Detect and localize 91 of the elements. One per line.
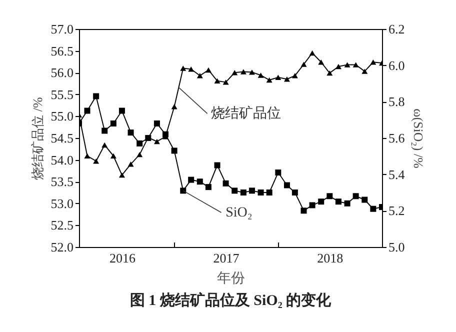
point bbox=[93, 158, 100, 164]
point bbox=[352, 62, 359, 68]
y-tick-label: 56.0 bbox=[50, 65, 74, 80]
point bbox=[84, 153, 90, 158]
y-tick-label: 52.5 bbox=[50, 218, 74, 233]
point bbox=[292, 73, 298, 78]
y-tick-label: 56.5 bbox=[50, 43, 74, 58]
point bbox=[84, 108, 90, 114]
point bbox=[258, 190, 264, 196]
y2-axis-title: ω(SiO₂) /% bbox=[410, 108, 426, 169]
point bbox=[258, 72, 264, 78]
y-tick-label: 53.5 bbox=[50, 174, 74, 190]
point bbox=[196, 178, 203, 185]
point bbox=[128, 130, 134, 136]
point bbox=[110, 153, 116, 158]
point bbox=[352, 193, 359, 200]
point bbox=[362, 68, 368, 74]
point bbox=[248, 188, 255, 194]
point bbox=[318, 60, 324, 65]
point bbox=[275, 74, 282, 80]
point bbox=[266, 190, 272, 196]
point bbox=[266, 77, 272, 83]
point bbox=[240, 190, 246, 196]
y-tick-label: 54.5 bbox=[50, 130, 74, 146]
point bbox=[102, 128, 108, 134]
y2-tick-label: 5.0 bbox=[388, 240, 405, 254]
y-tick-label: 54.0 bbox=[50, 152, 74, 168]
point bbox=[136, 152, 143, 158]
point bbox=[214, 78, 220, 84]
point bbox=[309, 50, 316, 56]
point bbox=[275, 170, 282, 176]
point bbox=[136, 140, 143, 146]
point bbox=[318, 198, 324, 205]
point bbox=[154, 138, 160, 144]
point bbox=[370, 60, 376, 65]
series-label: 烧结矿品位 bbox=[210, 106, 281, 122]
point bbox=[344, 200, 350, 206]
point bbox=[300, 62, 307, 67]
point bbox=[128, 162, 134, 167]
point bbox=[344, 62, 350, 68]
point bbox=[93, 93, 100, 100]
point bbox=[326, 70, 333, 76]
point bbox=[102, 142, 108, 148]
point bbox=[300, 208, 307, 214]
point bbox=[214, 162, 220, 168]
point bbox=[188, 66, 194, 72]
x-tick-label: 2017 bbox=[213, 250, 240, 266]
point bbox=[118, 108, 125, 114]
y-tick-label: 55.5 bbox=[50, 86, 74, 102]
y2-tick-label: 5.6 bbox=[388, 130, 406, 146]
point bbox=[188, 176, 194, 183]
y-axis-title: 烧结矿品位 /% bbox=[30, 96, 45, 180]
point bbox=[196, 73, 203, 78]
y-tick-label: 55.0 bbox=[50, 108, 74, 124]
y2-tick-label: 5.4 bbox=[388, 166, 406, 182]
point bbox=[309, 202, 316, 208]
y-tick-label: 57.0 bbox=[50, 22, 74, 36]
point bbox=[205, 184, 212, 190]
y-tick-label: 53.0 bbox=[50, 196, 74, 211]
point bbox=[248, 70, 255, 75]
point bbox=[180, 188, 186, 194]
y-tick-label: 52.0 bbox=[50, 240, 74, 254]
series-label: SiO₂ bbox=[226, 205, 252, 220]
point bbox=[284, 76, 290, 82]
point bbox=[335, 198, 342, 205]
y2-tick-label: 6.2 bbox=[388, 22, 405, 36]
point bbox=[222, 80, 229, 85]
point bbox=[292, 190, 298, 196]
y2-tick-label: 5.8 bbox=[388, 94, 405, 110]
point bbox=[205, 67, 212, 73]
point bbox=[118, 172, 125, 178]
point bbox=[154, 120, 160, 126]
point bbox=[370, 206, 376, 212]
point bbox=[284, 182, 290, 188]
point bbox=[171, 148, 178, 154]
point bbox=[180, 66, 186, 71]
point bbox=[171, 104, 178, 110]
y2-tick-label: 6.0 bbox=[388, 58, 405, 73]
point bbox=[362, 196, 368, 203]
text: 图 1 烧结矿品位及 SiO₂ 的变化 bbox=[130, 291, 332, 309]
point bbox=[232, 70, 238, 76]
point bbox=[232, 188, 238, 194]
point bbox=[240, 69, 246, 74]
point bbox=[335, 64, 342, 70]
point bbox=[110, 120, 116, 126]
point bbox=[326, 193, 333, 200]
x-tick-label: 2018 bbox=[317, 250, 344, 266]
point bbox=[222, 180, 229, 186]
y2-tick-label: 5.2 bbox=[388, 203, 405, 218]
x-tick-label: 2016 bbox=[109, 250, 136, 266]
x-axis-title: 年份 bbox=[217, 270, 245, 286]
